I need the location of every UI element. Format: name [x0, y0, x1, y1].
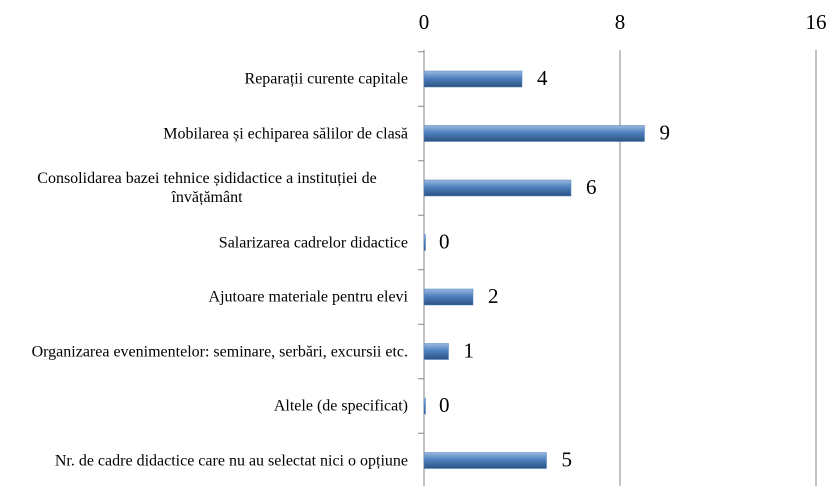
bar	[423, 343, 449, 360]
category-label: Organizarea evenimentelor: seminare, ser…	[31, 343, 408, 360]
category-label: Salarizarea cadrelor didactice	[218, 234, 408, 251]
value-label: 4	[537, 66, 548, 90]
x-tick-label: 0	[419, 10, 430, 34]
value-label: 5	[562, 447, 573, 471]
bar	[423, 397, 426, 415]
category-label: Reparații curente capitale	[244, 70, 408, 88]
category-label: Consolidarea bazei tehnice șididactice a…	[37, 170, 377, 206]
bar	[423, 179, 572, 197]
value-label: 0	[439, 393, 450, 417]
category-label: Nr. de cadre didactice care nu au select…	[54, 452, 408, 469]
value-label: 0	[439, 229, 450, 253]
bar	[423, 452, 547, 469]
bar	[423, 234, 426, 251]
category-label: Mobilarea și echiparea sălilor de clasă	[163, 125, 408, 142]
x-tick-label: 16	[806, 10, 827, 34]
value-label: 2	[488, 284, 499, 308]
bar	[423, 125, 645, 142]
x-tick-label: 8	[615, 10, 626, 34]
bar	[423, 70, 523, 88]
category-label: Altele (de specificat)	[273, 397, 408, 415]
bar	[423, 288, 474, 306]
value-label: 9	[660, 120, 671, 144]
value-label: 1	[464, 338, 475, 362]
value-label: 6	[586, 175, 597, 199]
category-label: Ajutoare materiale pentru elevi	[208, 288, 408, 306]
